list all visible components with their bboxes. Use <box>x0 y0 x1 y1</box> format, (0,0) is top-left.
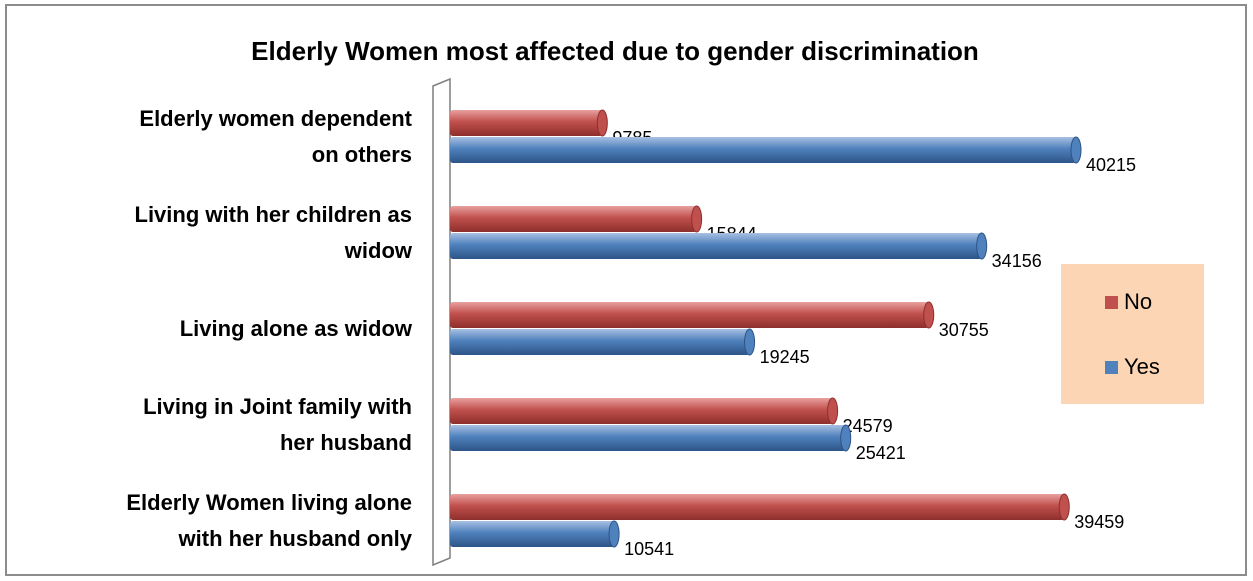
bar-yes <box>450 425 846 451</box>
category-label: Elderly women dependent on others <box>12 101 412 173</box>
bar-end-cap <box>840 424 852 452</box>
bar-yes <box>450 329 750 355</box>
data-label: 19245 <box>760 347 810 367</box>
legend-item-yes: Yes <box>1105 354 1160 380</box>
legend-swatch-yes <box>1105 360 1118 374</box>
category-label-line: Elderly Women living alone <box>126 490 412 515</box>
category-label: Living alone as widow <box>12 311 412 347</box>
bar-end-cap <box>596 109 608 137</box>
legend-item-no: No <box>1105 289 1152 315</box>
data-label: 24579 <box>843 416 893 436</box>
data-label: 30755 <box>939 320 989 340</box>
chart-frame <box>5 4 1247 576</box>
bar-no <box>450 398 833 424</box>
legend: No Yes <box>1061 264 1204 404</box>
category-label-line: Living in Joint family with <box>143 394 412 419</box>
bar-end-cap <box>923 301 935 329</box>
category-label-line: Living with her children as <box>134 202 413 227</box>
bar-no <box>450 206 697 232</box>
category-label-line: on others <box>311 142 412 167</box>
bar-end-cap <box>976 232 988 260</box>
category-label-line: her husband <box>279 430 412 455</box>
category-axis-wall <box>432 77 451 567</box>
category-label: Elderly Women living alone with her husba… <box>12 485 412 557</box>
chart-title: Elderly Women most affected due to gende… <box>251 36 979 66</box>
legend-label-yes: Yes <box>1124 354 1160 379</box>
bar-end-cap <box>744 328 756 356</box>
category-label-line: Elderly women dependent <box>139 106 412 131</box>
bar-yes <box>450 137 1076 163</box>
bar-no <box>450 302 929 328</box>
category-label-line: with her husband only <box>178 526 412 551</box>
legend-swatch-no <box>1105 295 1118 309</box>
bar-yes <box>450 521 615 547</box>
data-label: 39459 <box>1074 512 1124 532</box>
bar-no <box>450 110 603 136</box>
category-label-line: Living alone as widow <box>179 316 412 341</box>
data-label: 40215 <box>1086 155 1136 175</box>
bar-end-cap <box>608 520 620 548</box>
bar-end-cap <box>1058 493 1070 521</box>
bar-end-cap <box>1070 136 1082 164</box>
bar-no <box>450 494 1065 520</box>
category-label: Living in Joint family with her husband <box>12 389 412 461</box>
data-label: 25421 <box>856 443 906 463</box>
data-label: 34156 <box>992 251 1042 271</box>
legend-label-no: No <box>1124 289 1153 314</box>
bar-end-cap <box>827 397 839 425</box>
data-label: 10541 <box>624 539 674 559</box>
category-label-line: widow <box>344 238 412 263</box>
bar-end-cap <box>691 205 703 233</box>
bar-yes <box>450 233 982 259</box>
category-label: Living with her children as widow <box>12 197 413 269</box>
